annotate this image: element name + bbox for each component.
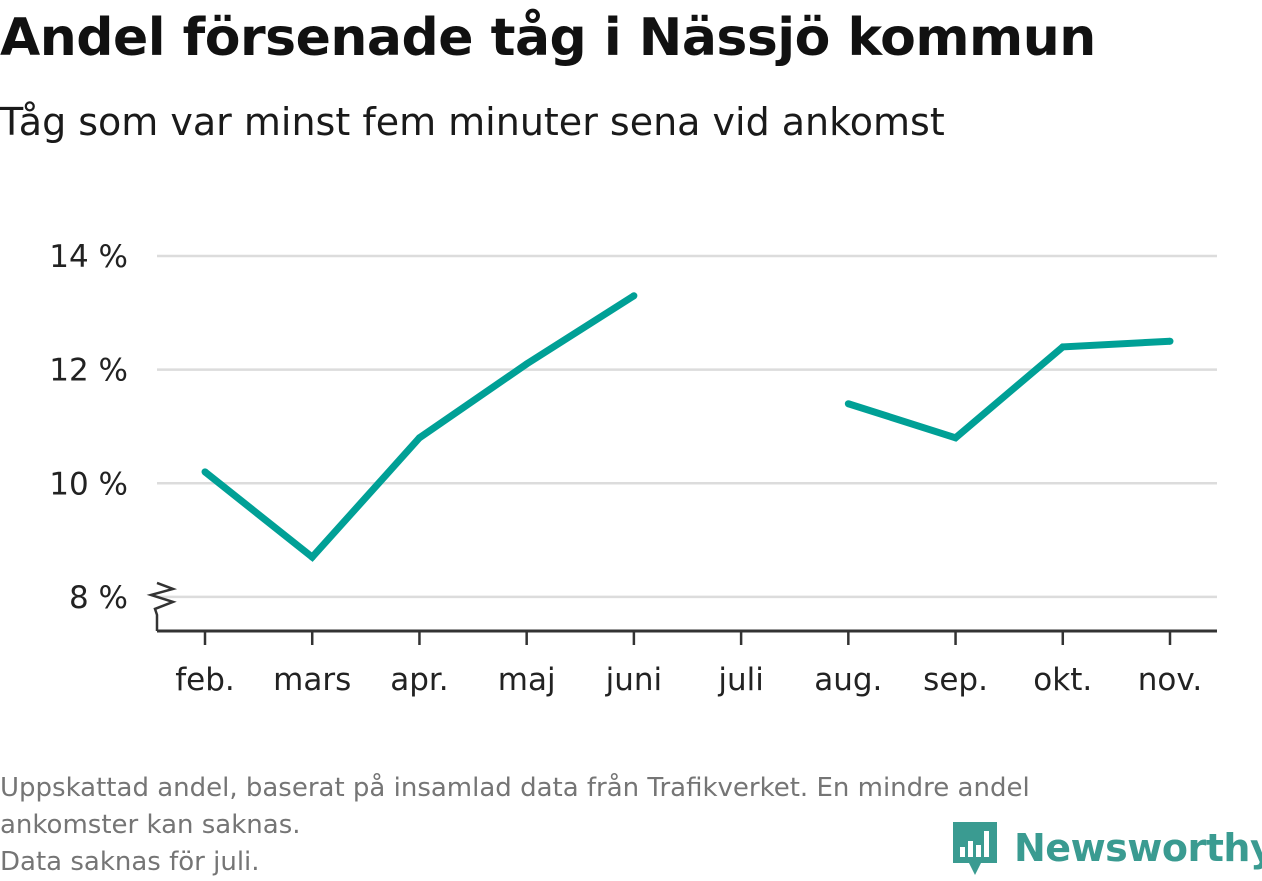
data-point: [523, 360, 531, 368]
newsworthy-logo-icon: [953, 822, 997, 875]
footnote-line: Data saknas för juli.: [0, 847, 260, 877]
x-tick-label: feb.: [175, 662, 235, 698]
data-point: [952, 434, 960, 442]
y-tick-label: 12 %: [49, 353, 128, 389]
axis-break-icon: [146, 581, 178, 631]
x-tick-label: okt.: [1033, 662, 1092, 698]
chart-title: Andel försenade tåg i Nässjö kommun: [0, 8, 1096, 68]
x-tick-label: nov.: [1138, 662, 1202, 698]
series: [201, 292, 1174, 562]
x-tick-label: juli: [717, 662, 764, 698]
data-point: [308, 553, 316, 561]
series-line: [202, 292, 636, 562]
data-point: [1166, 337, 1174, 345]
data-point: [844, 400, 852, 408]
data-point: [201, 468, 209, 476]
x-tick-label: aug.: [814, 662, 882, 698]
data-point: [1059, 343, 1067, 351]
footnote-line: ankomster kan saknas.: [0, 810, 301, 840]
y-tick-label: 10 %: [49, 466, 128, 502]
y-tick-label: 14 %: [49, 239, 128, 275]
x-axis: feb. mars apr. maj juni juli aug. sep. okt. nov.: [157, 629, 1217, 698]
y-axis: 8 % 10 % 12 % 14 %: [49, 239, 178, 631]
x-tick-label: apr.: [390, 662, 448, 698]
x-tick-label: maj: [498, 662, 556, 698]
footnote: Uppskattad andel, baserat på insamlad da…: [0, 770, 1262, 881]
data-point: [630, 292, 638, 300]
footnote-line: Uppskattad andel, baserat på insamlad da…: [0, 773, 1030, 803]
y-tick-label: 8 %: [69, 580, 128, 616]
brand-name: Newsworthy: [1014, 826, 1262, 870]
x-tick-label: sep.: [923, 662, 988, 698]
gridlines: [157, 254, 1217, 599]
brand: Newsworthy: [950, 818, 1262, 878]
x-tick-label: mars: [273, 662, 351, 698]
data-point: [415, 434, 423, 442]
series-line: [847, 337, 1171, 442]
chart-subtitle: Tåg som var minst fem minuter sena vid a…: [0, 100, 945, 144]
line-chart: 8 % 10 % 12 % 14 % feb. mars apr. maj juni juli a…: [49, 239, 1217, 698]
x-tick-label: juni: [605, 662, 663, 698]
